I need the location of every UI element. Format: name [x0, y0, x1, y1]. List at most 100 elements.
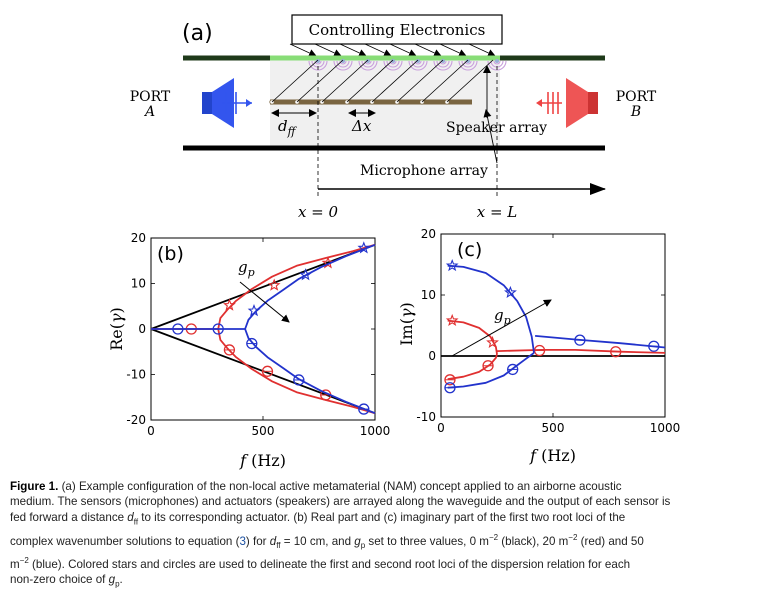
panel-b-red-star-marker — [267, 278, 281, 291]
port-a-speaker-icon — [202, 78, 252, 128]
panel-b-ytick-label: 20 — [131, 231, 146, 245]
caption-line-1: Figure 1. (a) Example configuration of t… — [10, 480, 622, 493]
panel-b-label: (b) — [157, 243, 184, 265]
panel-b-blue-circle-marker — [246, 337, 258, 350]
speaker-wave-icon — [408, 59, 428, 71]
controlling-electronics-label: Controlling Electronics — [309, 21, 486, 39]
panel-c-xtick-label: 1000 — [650, 421, 681, 435]
speaker-wave-icon — [358, 59, 378, 71]
panel-b-blue-star-marker — [357, 241, 371, 254]
figure-caption: Figure 1. (a) Example configuration of t… — [10, 479, 762, 592]
panel-a-label: (a) — [182, 21, 213, 46]
panel-b-ylabel: Re(γ) — [107, 307, 126, 351]
panel-c-ytick-label: 10 — [421, 288, 436, 302]
panel-c-blue-curve — [535, 335, 666, 349]
electronics-connector-line — [289, 43, 317, 57]
panel-b-blue-curve — [244, 243, 376, 330]
panel-b-red-curve — [217, 328, 376, 415]
feedforward-line — [421, 59, 469, 103]
caption-line-2: medium. The sensors (microphones) and ac… — [10, 495, 671, 509]
speaker-waves — [308, 59, 507, 71]
panel-b-red-star-marker — [321, 256, 335, 269]
electronics-connector-line — [339, 43, 367, 57]
panel-b-xtick-label: 1000 — [360, 424, 391, 438]
panel-c-red-circle-marker — [444, 374, 456, 386]
panel-b-xtick-label: 0 — [147, 424, 155, 438]
electronics-connector-line — [314, 43, 342, 57]
panel-c-blue-circle-marker — [507, 363, 519, 376]
port-b-label: PORT — [616, 89, 657, 105]
panel-b-xlabel: f (Hz) — [239, 451, 286, 470]
panel-b-red-star-marker — [223, 298, 236, 311]
electronics-connector-line — [468, 43, 496, 57]
caption-line-5: m−2 (blue). Colored stars and circles ar… — [10, 556, 631, 571]
panel-c-blue-circle-marker — [648, 340, 660, 352]
port-a-letter: A — [143, 104, 155, 120]
panel-b-blue-curve — [244, 328, 376, 415]
feedforward-lines — [271, 59, 494, 103]
x0-label: x = 0 — [298, 203, 339, 221]
panel-c-blue-curve — [447, 352, 535, 389]
panel-c-blue-curve — [447, 264, 535, 354]
panel-b-series — [150, 241, 376, 415]
speaker-array-label: Speaker array — [446, 120, 547, 136]
panel-c-red-circle-marker — [610, 346, 622, 358]
panel-c-ylabel: Im(γ) — [397, 302, 416, 346]
speaker-wave-icon — [383, 59, 403, 71]
port-a-label: PORT — [130, 89, 171, 105]
microphone-array-pointer — [483, 109, 498, 164]
panel-b-ytick-label: -20 — [126, 413, 146, 427]
panel-b-ytick-label: 0 — [138, 322, 146, 336]
panel-c-xtick-label: 500 — [542, 421, 565, 435]
panel-b-gp-arrow — [239, 281, 290, 323]
port-b-speaker-icon — [536, 78, 598, 128]
panel-c-frame — [440, 233, 666, 418]
panel-b-red-circle-marker — [223, 344, 236, 356]
panel-b-ytick-label: 10 — [131, 277, 146, 291]
caption-line-4: complex wavenumber solutions to equation… — [10, 532, 644, 550]
electronics-connectors — [289, 43, 496, 57]
panel-b-ytick-label: -10 — [126, 368, 146, 382]
caption-line-3: fed forward a distance dff to its corres… — [10, 510, 626, 527]
panel-b-red-curve — [217, 243, 376, 330]
feedforward-line — [321, 59, 369, 103]
microphone-array-label: Microphone array — [360, 163, 488, 179]
dx-label: Δx — [351, 117, 372, 135]
feedforward-line — [296, 59, 344, 103]
equation-link[interactable]: 3 — [239, 534, 246, 548]
panel-b-blue-circle-marker — [293, 374, 305, 386]
panel-c-red-curve — [496, 349, 666, 354]
xL-label: x = L — [477, 203, 518, 221]
panel-b-red-circle-marker — [261, 365, 274, 377]
panel-c-red-star-marker — [445, 313, 459, 327]
panel-c-red-curve — [447, 319, 498, 355]
panel-b-blue-circle-marker — [212, 323, 224, 335]
panel-a-schematic: (a) Controlling Electronics PORT — [130, 14, 657, 221]
panel-c-blue-star-marker — [445, 258, 459, 272]
electronics-connector-line — [364, 43, 392, 57]
panel-c-blue-star-marker — [504, 285, 517, 299]
panel-c-ytick-label: -10 — [416, 410, 436, 424]
dff-label: dff — [278, 117, 298, 138]
controlling-electronics-box — [291, 14, 503, 45]
electronics-connector-line — [439, 43, 467, 57]
panel-b-blue-circle-marker — [358, 403, 370, 415]
speaker-wave-icon — [433, 59, 453, 71]
panel-b-blue-star-marker — [299, 268, 312, 281]
panel-c-series — [441, 258, 666, 394]
electronics-connector-line — [414, 43, 442, 57]
caption-figure-label: Figure 1. — [10, 480, 59, 493]
electronics-connector-line — [389, 43, 417, 57]
panel-c-gp-arrow — [451, 299, 552, 357]
panel-c-xtick-label: 0 — [437, 421, 445, 435]
panel-c-red-circle-marker — [482, 360, 494, 372]
feedforward-line — [346, 59, 394, 103]
panel-c-label: (c) — [457, 239, 482, 261]
panel-b-blue-circle-marker — [172, 323, 184, 335]
panel-b-ticks: 0 500 1000 20 10 0 -10 -20 — [126, 231, 390, 438]
panel-b-blue-star-marker — [247, 304, 261, 317]
panel-c-xlabel: f (Hz) — [529, 446, 576, 465]
